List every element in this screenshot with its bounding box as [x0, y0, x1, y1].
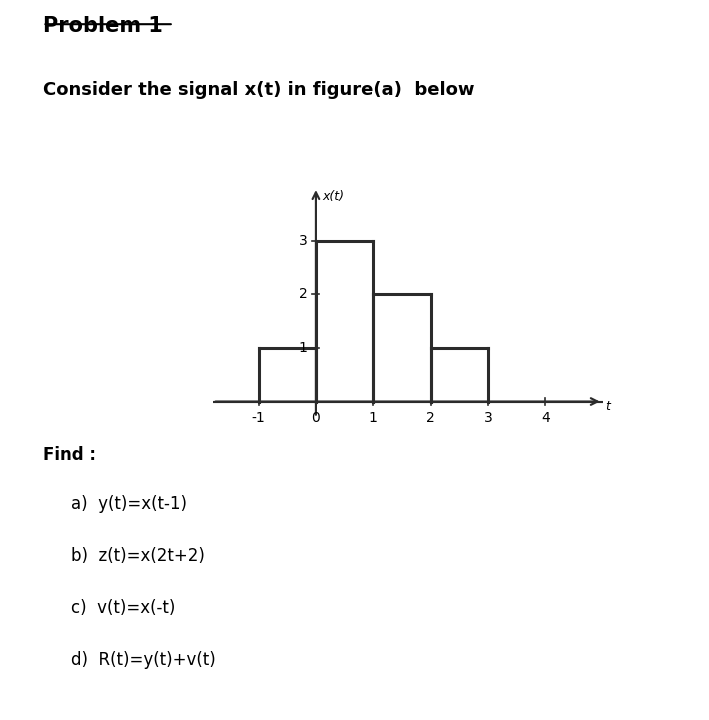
Text: 3: 3: [298, 234, 307, 248]
Text: 4: 4: [541, 411, 549, 426]
Text: 3: 3: [484, 411, 492, 426]
Text: 0: 0: [311, 411, 320, 426]
Text: Find :: Find :: [43, 446, 96, 464]
Text: 2: 2: [298, 287, 307, 302]
Text: b)  z(t)=x(2t+2): b) z(t)=x(2t+2): [71, 547, 205, 565]
Text: d)  R(t)=y(t)+v(t): d) R(t)=y(t)+v(t): [71, 651, 216, 669]
Text: Consider the signal x(t) in figure(a)  below: Consider the signal x(t) in figure(a) be…: [43, 81, 474, 99]
Text: c)  v(t)=x(-t): c) v(t)=x(-t): [71, 599, 175, 617]
Text: x(t): x(t): [323, 190, 345, 203]
Text: t: t: [605, 400, 610, 413]
Text: -1: -1: [252, 411, 265, 426]
Text: 1: 1: [369, 411, 378, 426]
Text: 2: 2: [426, 411, 435, 426]
Text: 1: 1: [298, 341, 307, 355]
Text: Problem 1: Problem 1: [43, 16, 162, 36]
Text: a)  y(t)=x(t-1): a) y(t)=x(t-1): [71, 495, 187, 513]
